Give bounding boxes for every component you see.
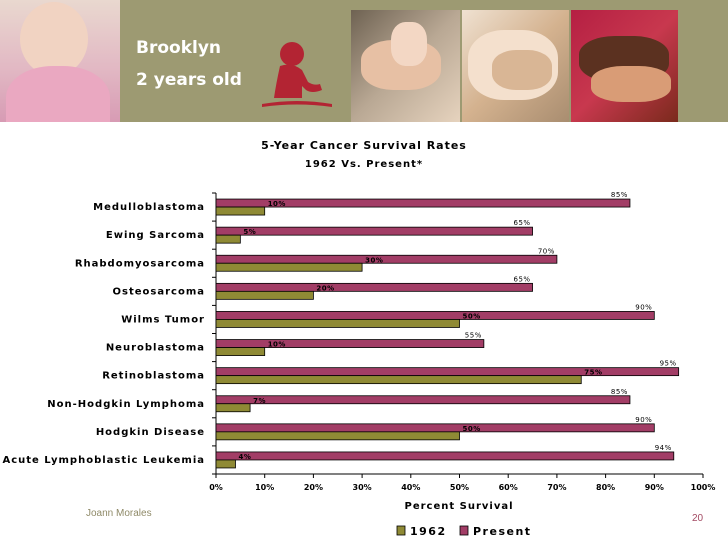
- x-tick-label: 30%: [353, 483, 372, 492]
- bar-present: [215, 198, 631, 208]
- page-number: 20: [692, 513, 704, 524]
- bar-1962: [215, 431, 460, 441]
- category-label: Wilms Tumor: [121, 314, 205, 325]
- data-label-1962: 5%: [243, 228, 256, 236]
- category-label: Non-Hodgkin Lymphoma: [47, 399, 205, 410]
- st-jude-logo-icon: [262, 42, 332, 107]
- x-axis-label: Percent Survival: [404, 501, 513, 512]
- category-label: Neuroblastoma: [106, 343, 205, 354]
- data-label-1962: 50%: [463, 312, 481, 320]
- hands-photo-2: [462, 10, 569, 122]
- data-label-1962: 75%: [584, 369, 602, 377]
- data-label-present: 65%: [513, 219, 530, 227]
- bar-present: [215, 423, 655, 433]
- hands-photo-3: [571, 10, 678, 122]
- x-tick-label: 20%: [304, 483, 323, 492]
- category-label: Rhabdomyosarcoma: [75, 258, 205, 269]
- data-label-present: 70%: [538, 247, 555, 255]
- x-tick-label: 100%: [691, 483, 716, 492]
- hands-photo-1: [351, 10, 460, 122]
- data-label-present: 85%: [611, 388, 628, 396]
- patient-name: Brooklyn: [136, 38, 222, 58]
- data-label-present: 90%: [635, 416, 652, 424]
- data-label-present: 85%: [611, 191, 628, 199]
- patient-age: 2 years old: [136, 70, 242, 90]
- bar-1962: [215, 459, 236, 469]
- legend-label: Present: [473, 525, 532, 538]
- bar-present: [215, 451, 675, 461]
- legend-swatch: [396, 525, 406, 536]
- bar-1962: [215, 206, 266, 216]
- bar-present: [215, 395, 631, 405]
- data-label-present: 65%: [513, 275, 530, 283]
- chart-title: 5-Year Cancer Survival Rates: [261, 139, 467, 152]
- data-label-present: 95%: [660, 360, 677, 368]
- data-label-1962: 50%: [463, 425, 481, 433]
- bar-1962: [215, 262, 363, 272]
- category-label: Ewing Sarcoma: [106, 230, 205, 241]
- data-label-1962: 30%: [365, 256, 383, 264]
- presenter-name: Joann Morales: [86, 508, 152, 519]
- data-label-1962: 10%: [268, 200, 286, 208]
- bar-present: [215, 226, 533, 236]
- category-label: Acute Lymphoblastic Leukemia: [2, 455, 205, 466]
- bar-1962: [215, 234, 241, 244]
- category-label: Medulloblastoma: [93, 202, 205, 213]
- data-label-1962: 20%: [316, 284, 334, 292]
- data-label-1962: 4%: [238, 453, 251, 461]
- data-label-present: 90%: [635, 303, 652, 311]
- x-tick-label: 70%: [547, 483, 566, 492]
- bar-1962: [215, 403, 251, 413]
- data-label-1962: 7%: [253, 397, 266, 405]
- legend-label: 1962: [410, 525, 447, 538]
- bar-present: [215, 339, 485, 348]
- x-tick-label: 60%: [499, 483, 518, 492]
- bar-1962: [215, 319, 460, 328]
- category-label: Hodgkin Disease: [96, 427, 205, 438]
- bar-1962: [215, 375, 582, 385]
- bar-present: [215, 282, 533, 292]
- legend-swatch: [459, 525, 469, 536]
- category-label: Osteosarcoma: [113, 286, 205, 297]
- x-tick-label: 80%: [596, 483, 615, 492]
- bar-present: [215, 254, 558, 264]
- data-label-present: 55%: [465, 332, 482, 340]
- x-tick-label: 50%: [450, 483, 469, 492]
- data-label-1962: 10%: [268, 341, 286, 349]
- chart-subtitle: 1962 Vs. Present*: [305, 159, 423, 170]
- bar-present: [215, 367, 680, 377]
- baby-photo: [0, 0, 120, 122]
- bar-1962: [215, 347, 266, 356]
- x-tick-label: 40%: [401, 483, 420, 492]
- category-label: Retinoblastoma: [102, 371, 205, 382]
- x-tick-label: 10%: [255, 483, 274, 492]
- bar-present: [215, 311, 655, 320]
- data-label-present: 94%: [655, 444, 672, 452]
- x-tick-label: 0%: [209, 483, 223, 492]
- chart-legend: 1962 Present: [396, 525, 532, 538]
- x-tick-label: 90%: [645, 483, 664, 492]
- bar-1962: [215, 290, 314, 300]
